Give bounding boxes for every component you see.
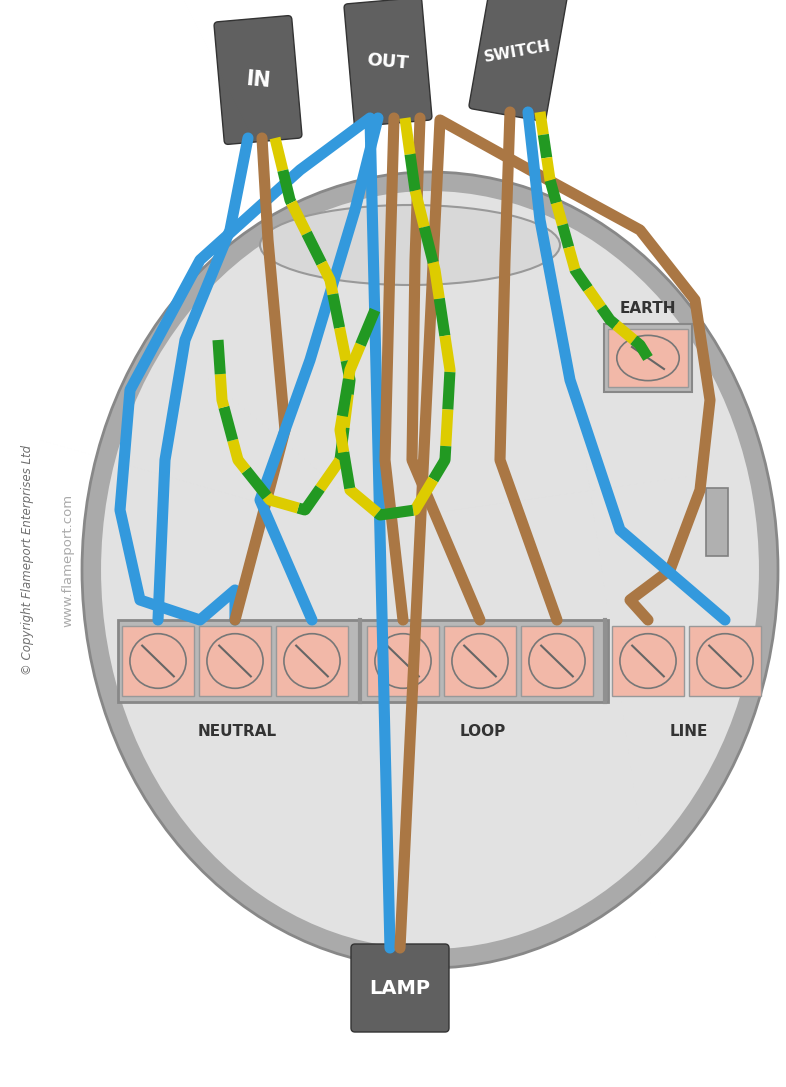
Text: NEUTRAL: NEUTRAL <box>198 724 277 739</box>
FancyBboxPatch shape <box>604 324 692 392</box>
Text: IN: IN <box>244 68 271 91</box>
Ellipse shape <box>82 172 778 969</box>
FancyBboxPatch shape <box>444 626 516 696</box>
FancyBboxPatch shape <box>608 329 688 387</box>
Text: LINE: LINE <box>670 724 708 739</box>
FancyBboxPatch shape <box>469 0 567 122</box>
FancyBboxPatch shape <box>612 626 684 696</box>
FancyBboxPatch shape <box>122 626 194 696</box>
FancyBboxPatch shape <box>521 626 593 696</box>
FancyBboxPatch shape <box>214 15 302 145</box>
Text: OUT: OUT <box>366 51 410 73</box>
Ellipse shape <box>207 634 263 688</box>
Ellipse shape <box>100 190 760 950</box>
Ellipse shape <box>452 634 508 688</box>
FancyBboxPatch shape <box>689 626 761 696</box>
Text: SWITCH: SWITCH <box>483 39 553 65</box>
Ellipse shape <box>375 634 431 688</box>
FancyBboxPatch shape <box>276 626 348 696</box>
Ellipse shape <box>620 634 676 688</box>
FancyBboxPatch shape <box>344 0 432 126</box>
FancyBboxPatch shape <box>367 626 439 696</box>
Ellipse shape <box>284 634 340 688</box>
Text: LAMP: LAMP <box>369 978 431 998</box>
Ellipse shape <box>260 205 560 285</box>
Ellipse shape <box>617 336 679 380</box>
Ellipse shape <box>130 634 186 688</box>
Ellipse shape <box>529 634 585 688</box>
Text: © Copyright Flameport Enterprises Ltd: © Copyright Flameport Enterprises Ltd <box>21 445 35 675</box>
FancyBboxPatch shape <box>118 620 608 702</box>
FancyBboxPatch shape <box>199 626 271 696</box>
Text: EARTH: EARTH <box>619 301 676 316</box>
Ellipse shape <box>697 634 753 688</box>
Text: LOOP: LOOP <box>459 724 505 739</box>
FancyBboxPatch shape <box>351 944 449 1032</box>
FancyBboxPatch shape <box>706 488 728 555</box>
Text: www.flameport.com: www.flameport.com <box>61 493 75 626</box>
